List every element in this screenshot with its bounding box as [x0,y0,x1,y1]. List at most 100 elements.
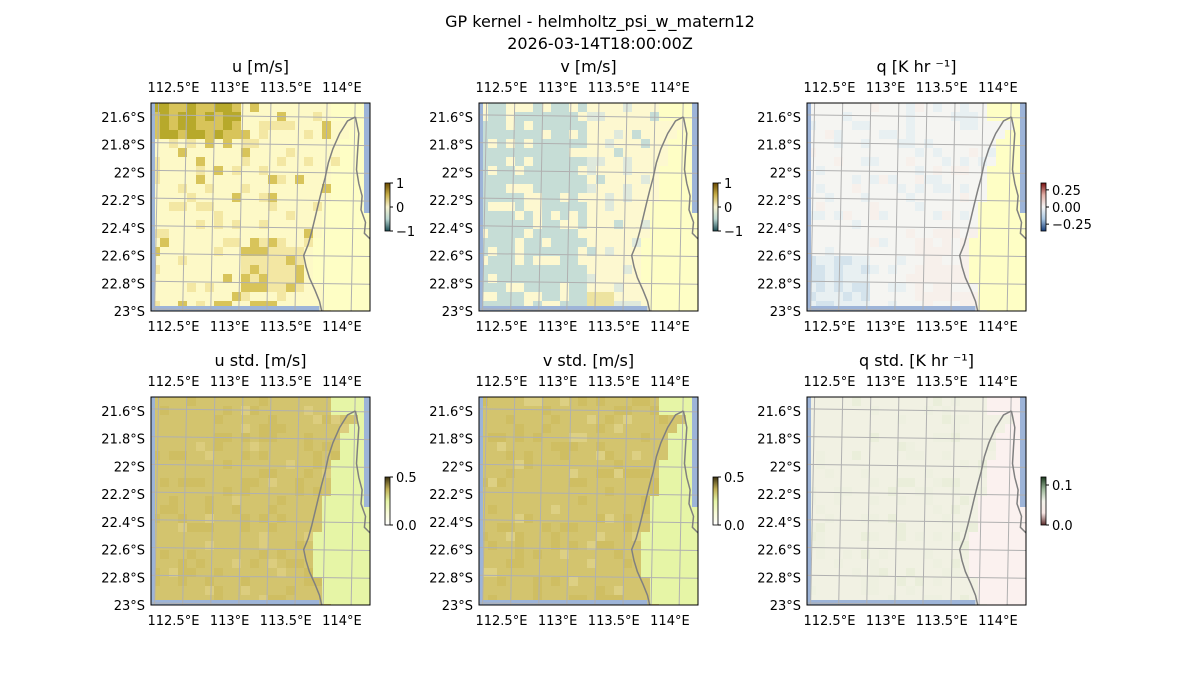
x-tick-label-top: 114°E [978,375,1018,390]
x-tick-label-bottom: 113.5°E [260,614,312,629]
colorbar: 1 0 −1 [384,177,415,240]
coastline [958,116,1012,311]
y-tick-label: 22.6°S [429,544,473,559]
x-tick-label-top: 112.5°E [147,375,199,390]
y-tick-label: 22.6°S [757,544,801,559]
y-tick-label: 22.6°S [429,250,473,265]
ocean-edge [151,600,320,605]
y-tick-label: 22.6°S [101,250,145,265]
ocean-edge [807,306,976,311]
panel-u: u [m/s]112.5°E112.5°E113°E113°E113.5°E11… [101,57,415,335]
panel-title: v std. [m/s] [543,351,634,370]
colorbar-gradient [384,476,391,526]
x-tick-label-top: 112.5°E [147,81,199,96]
field-cells [479,397,698,605]
x-tick-label-top: 114°E [650,81,690,96]
x-tick-label-top: 114°E [322,375,362,390]
axes-frame [806,396,1027,606]
y-tick-label: 22.8°S [429,571,473,586]
x-tick-label-top: 113°E [210,81,250,96]
colorbar-tick-label: −1 [396,225,415,240]
ocean-edge [1020,397,1026,507]
field-cells [151,103,370,311]
x-tick-label-top: 113°E [866,375,906,390]
x-tick-label-bottom: 114°E [978,320,1018,335]
y-tick-label: 21.6°S [101,405,145,420]
y-tick-label: 21.6°S [429,111,473,126]
x-tick-label-top: 112.5°E [803,81,855,96]
x-tick-label-bottom: 113°E [866,320,906,335]
y-tick-label: 22.6°S [101,544,145,559]
colorbar-gradient [1040,476,1047,526]
colorbar-tick-label: 1 [724,177,732,192]
ocean-edge [479,103,483,311]
y-tick-label: 23°S [442,305,473,320]
y-tick-label: 21.8°S [429,139,473,154]
colorbar-tick-label: 0.25 [1052,184,1081,199]
y-tick-label: 23°S [114,599,145,614]
gridlines [479,103,698,311]
panel-title: q [K hr ⁻¹] [877,57,957,76]
y-tick-label: 21.6°S [757,405,801,420]
colorbar: 0.1 0.0 [1040,476,1073,534]
axes-frame [150,396,371,606]
ocean-edge [479,397,483,605]
x-tick-label-bottom: 114°E [650,614,690,629]
x-tick-label-top: 113.5°E [260,81,312,96]
coastline [302,410,356,605]
x-tick-label-bottom: 113°E [210,320,250,335]
x-tick-label-bottom: 113°E [538,614,578,629]
coastline [630,410,684,605]
y-tick-label: 22°S [442,460,473,475]
colorbar-tick-label: 0.5 [396,471,417,486]
y-tick-label: 22.2°S [101,488,145,503]
panel-v_std: v std. [m/s] 112.5°E 112.5°E 113°E 113°E 113.… [429,351,744,629]
colorbar: 0.5 0.0 [712,471,745,534]
y-tick-label: 21.8°S [101,139,145,154]
y-tick-label: 22.2°S [429,488,473,503]
x-tick-label-top: 113.5°E [588,81,640,96]
x-tick-label-bottom: 112.5°E [803,614,855,629]
colorbar-tick-label: 1 [396,177,404,192]
coastline [302,116,356,311]
peninsula-coast [354,410,370,534]
field-cells [807,103,1026,311]
axes-frame [478,102,699,312]
panel-title: u std. [m/s] [215,351,307,370]
ocean-edge [1020,103,1026,213]
y-tick-label: 22.8°S [101,277,145,292]
colorbar: 0.5 0.0 [384,471,417,534]
x-tick-label-top: 113°E [866,81,906,96]
coastline [630,116,684,311]
x-tick-label-top: 113°E [538,375,578,390]
ocean-edge [479,306,648,311]
y-tick-label: 22.2°S [757,488,801,503]
peninsula-coast [1010,116,1026,240]
y-tick-label: 22°S [114,166,145,181]
panel-u_std: u std. [m/s] 112.5°E 112.5°E 113°E 113°E 113.… [101,351,416,629]
x-tick-label-bottom: 113.5°E [588,614,640,629]
colorbar-tick-label: 0 [396,201,404,216]
colorbar-tick-label: 0.1 [1052,479,1073,494]
y-tick-label: 23°S [770,305,801,320]
ocean-edge [807,397,811,605]
y-tick-label: 22.4°S [757,222,801,237]
ocean-edge [151,306,320,311]
x-tick-label-top: 113.5°E [916,375,968,390]
x-tick-label-bottom: 114°E [978,614,1018,629]
gridlines [151,397,370,605]
gridlines [807,103,1026,311]
y-tick-label: 22.8°S [429,277,473,292]
x-tick-label-top: 113.5°E [588,375,640,390]
y-tick-label: 21.6°S [101,111,145,126]
panel-v: v [m/s]112.5°E112.5°E113°E113°E113.5°E11… [429,57,743,335]
x-tick-label-top: 112.5°E [803,375,855,390]
colorbar-tick-label: 0 [724,201,732,216]
ocean-edge [807,600,976,605]
y-tick-label: 23°S [442,599,473,614]
panel-title: q std. [K hr ⁻¹] [859,351,974,370]
colorbar-tick-label: 0.5 [724,471,745,486]
figure-title: GP kernel - helmholtz_psi_w_matern12 [445,12,755,32]
x-tick-label-bottom: 114°E [322,614,362,629]
y-tick-label: 22.8°S [101,571,145,586]
